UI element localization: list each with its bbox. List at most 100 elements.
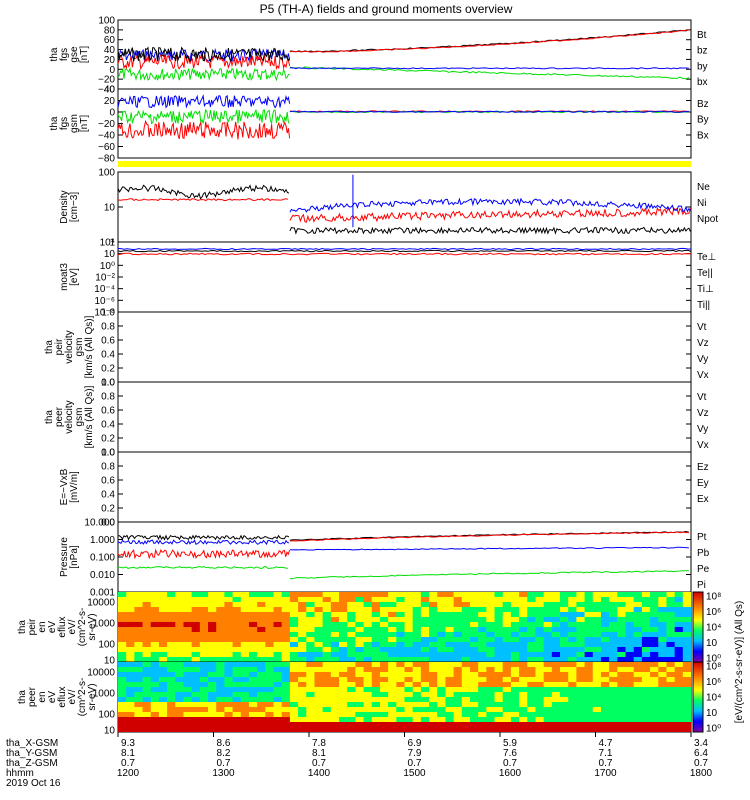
heatmap-cell — [314, 682, 323, 688]
heatmap-cell — [486, 602, 495, 608]
heatmap-cell — [355, 637, 364, 643]
heatmap-cell — [601, 642, 610, 648]
heatmap-cell — [216, 617, 225, 623]
legend-entry: By — [697, 115, 709, 126]
heatmap-cell — [642, 637, 651, 643]
y-tick-label: 0.4 — [101, 350, 115, 361]
heatmap-cell — [167, 717, 176, 723]
heatmap-cell — [601, 702, 610, 708]
heatmap-cell — [568, 697, 577, 703]
heatmap-cell — [175, 647, 184, 653]
heatmap-cell — [666, 682, 675, 688]
heatmap-cell — [233, 602, 242, 608]
heatmap-cell — [683, 637, 692, 643]
heatmap-cell — [274, 672, 283, 678]
heatmap-cell — [617, 617, 626, 623]
heatmap-cell — [617, 607, 626, 613]
heatmap-cell — [527, 677, 536, 683]
heatmap-cell — [118, 637, 127, 643]
heatmap-cell — [257, 712, 266, 718]
heatmap-cell — [421, 682, 430, 688]
heatmap-cell — [519, 667, 528, 673]
heatmap-cell — [159, 692, 168, 698]
heatmap-cell — [617, 692, 626, 698]
heatmap-cell — [666, 617, 675, 623]
heatmap-cell — [593, 682, 602, 688]
heatmap-cell — [486, 687, 495, 693]
y-axis-label: sr-eV) — [87, 683, 98, 710]
heatmap-cell — [224, 632, 233, 638]
heatmap-cell — [683, 647, 692, 653]
heatmap-cell — [233, 687, 242, 693]
heatmap-cell — [642, 692, 651, 698]
heatmap-cell — [519, 602, 528, 608]
heatmap-cell — [568, 627, 577, 633]
heatmap-cell — [151, 607, 160, 613]
heatmap-cell — [486, 682, 495, 688]
heatmap-cell — [224, 707, 233, 713]
heatmap-cell — [445, 677, 454, 683]
heatmap-cell — [355, 647, 364, 653]
heatmap-cell — [585, 697, 594, 703]
series-ne — [290, 208, 691, 222]
heatmap-cell — [454, 622, 463, 628]
heatmap-cell — [241, 642, 250, 648]
heatmap-cell — [617, 687, 626, 693]
heatmap-cell — [421, 632, 430, 638]
legend-entry: Te|| — [697, 268, 713, 279]
panel-fgs_gsm: 40200−20−40−60−80tha fgs gsm [nT]BzByBx — [49, 85, 709, 165]
legend-entry: bx — [697, 77, 708, 88]
heatmap-cell — [503, 627, 512, 633]
heatmap-cell — [298, 667, 307, 673]
heatmap-cell — [445, 642, 454, 648]
y-tick-label: 0.2 — [101, 434, 115, 445]
heatmap-cell — [233, 712, 242, 718]
panel-frame — [118, 522, 691, 592]
heatmap-cell — [454, 717, 463, 723]
heatmap-cell — [265, 612, 274, 618]
heatmap-cell — [421, 707, 430, 713]
heatmap-cell — [126, 612, 135, 618]
heatmap-cell — [323, 602, 332, 608]
heatmap-cell — [167, 597, 176, 603]
heatmap-cell — [470, 677, 479, 683]
heatmap-cell — [437, 592, 446, 598]
heatmap-cell — [576, 727, 585, 733]
heatmap-cell — [462, 717, 471, 723]
heatmap-cell — [380, 687, 389, 693]
heatmap-cell — [339, 627, 348, 633]
heatmap-cell — [609, 727, 618, 733]
heatmap-cell — [527, 592, 536, 598]
heatmap-cell — [241, 627, 250, 633]
heatmap-cell — [519, 637, 528, 643]
y-tick-label: −60 — [98, 142, 115, 153]
heatmap-cell — [585, 627, 594, 633]
heatmap-cell — [388, 602, 397, 608]
heatmap-cell — [609, 662, 618, 668]
heatmap-cell — [593, 702, 602, 708]
heatmap-cell — [183, 662, 192, 668]
heatmap-cell — [282, 677, 291, 683]
heatmap-cell — [290, 697, 299, 703]
heatmap-cell — [372, 637, 381, 643]
heatmap-cell — [306, 717, 315, 723]
heatmap-cell — [372, 622, 381, 628]
heatmap-cell — [445, 662, 454, 668]
heatmap-cell — [241, 712, 250, 718]
heatmap-cell — [282, 667, 291, 673]
heatmap-cell — [486, 717, 495, 723]
heatmap-cell — [208, 642, 217, 648]
heatmap-cell — [454, 667, 463, 673]
heatmap-cell — [601, 597, 610, 603]
heatmap-cell — [233, 627, 242, 633]
heatmap-cell — [388, 707, 397, 713]
heatmap-cell — [200, 612, 209, 618]
heatmap-cell — [421, 622, 430, 628]
heatmap-cell — [519, 647, 528, 653]
heatmap-cell — [470, 637, 479, 643]
heatmap-cell — [331, 717, 340, 723]
heatmap-cell — [609, 707, 618, 713]
heatmap-cell — [429, 712, 438, 718]
heatmap-cell — [535, 662, 544, 668]
heatmap-cell — [396, 617, 405, 623]
